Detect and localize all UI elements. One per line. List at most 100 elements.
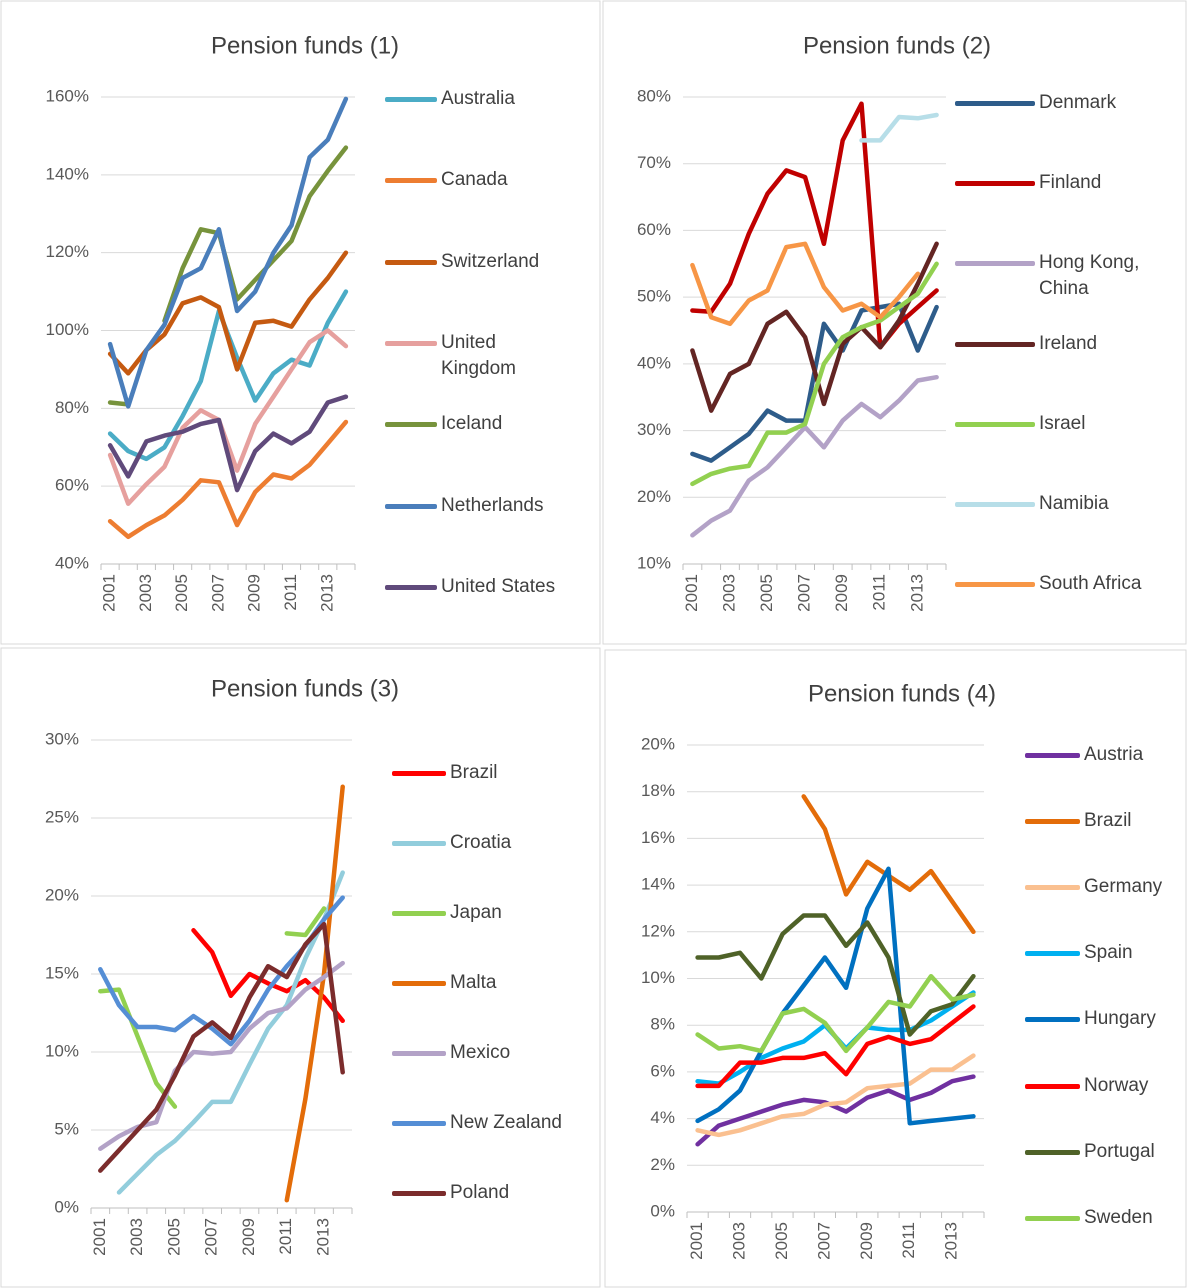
y-tick-label: 0% <box>650 1201 675 1220</box>
legend-swatch <box>392 1121 446 1126</box>
legend-label: Namibia <box>1039 493 1109 514</box>
legend-swatch <box>955 341 1035 347</box>
panel-border <box>602 0 1187 645</box>
chart-title: Pension funds (3) <box>211 675 399 702</box>
series-line <box>98 921 345 1173</box>
legend-label: Ireland <box>1039 332 1098 354</box>
x-tick-label: 2009 <box>832 574 851 612</box>
series-line <box>695 1053 976 1138</box>
y-tick-label: 80% <box>637 86 671 105</box>
y-tick-label: 18% <box>641 781 675 800</box>
series-line <box>690 241 939 413</box>
x-tick-label: 2013 <box>942 1222 961 1260</box>
legend-label: Sweden <box>1084 1206 1153 1228</box>
x-tick-label: 2003 <box>136 574 155 612</box>
x-tick-label: 2011 <box>276 1218 295 1255</box>
y-tick-label: 50% <box>637 287 671 306</box>
legend-swatch <box>1025 1017 1080 1023</box>
series-line <box>695 913 976 1037</box>
x-tick-label: 2001 <box>90 1218 109 1256</box>
x-tick-label: 2009 <box>857 1222 876 1260</box>
legend-label: Mexico <box>450 1042 511 1063</box>
series-line <box>107 96 349 409</box>
legend-label: Denmark <box>1039 92 1117 113</box>
y-tick-label: 25% <box>45 807 79 826</box>
y-tick-label: 14% <box>641 875 675 894</box>
x-tick-label: 2013 <box>317 574 336 612</box>
legend-label: Finland <box>1039 172 1102 194</box>
y-tick-label: 120% <box>46 242 89 261</box>
x-tick-label: 2013 <box>907 574 926 612</box>
series-line <box>107 394 349 493</box>
chart-title: Pension funds (2) <box>803 32 991 59</box>
y-tick-label: 20% <box>45 885 79 904</box>
y-tick-label: 20% <box>641 734 675 753</box>
legend-swatch <box>1025 885 1080 891</box>
legend-label: Portugal <box>1084 1140 1155 1162</box>
legend-label: Spain <box>1084 942 1133 964</box>
legend-label: United Kingdom <box>441 331 516 379</box>
y-tick-label: 160% <box>46 86 89 105</box>
series-line <box>690 241 921 327</box>
legend-swatch <box>385 422 437 428</box>
y-tick-label: 30% <box>637 420 671 439</box>
legend-label: Norway <box>1084 1074 1149 1096</box>
series-line <box>695 866 976 1126</box>
legend-label: Hungary <box>1084 1008 1156 1030</box>
x-tick-label: 2007 <box>202 1218 221 1256</box>
legend-label: Germany <box>1084 876 1163 898</box>
legend-swatch <box>385 259 437 265</box>
y-tick-label: 10% <box>641 968 675 987</box>
series-line <box>695 1074 976 1147</box>
legend-label: Canada <box>441 169 508 191</box>
series-line <box>690 261 939 487</box>
legend-label: Australia <box>441 88 515 109</box>
legend-label: Japan <box>450 902 502 923</box>
series-line <box>107 419 349 540</box>
panel-border <box>604 649 1187 1288</box>
legend-swatch <box>385 178 437 184</box>
x-tick-label: 2011 <box>870 574 889 611</box>
y-tick-label: 10% <box>45 1041 79 1060</box>
y-tick-label: 40% <box>55 553 89 572</box>
y-tick-label: 5% <box>54 1119 79 1138</box>
legend-swatch <box>385 97 437 102</box>
legend-swatch <box>955 582 1035 588</box>
legend-label: South Africa <box>1039 573 1142 595</box>
series-line <box>695 1004 976 1089</box>
y-tick-label: 2% <box>650 1155 675 1174</box>
series-line <box>859 112 939 143</box>
legend-swatch <box>392 771 446 776</box>
x-tick-label: 2003 <box>719 574 738 612</box>
x-tick-label: 2003 <box>127 1218 146 1256</box>
y-tick-label: 140% <box>46 164 89 183</box>
y-tick-label: 6% <box>650 1061 675 1080</box>
y-tick-label: 12% <box>641 921 675 940</box>
series-line <box>191 928 345 1024</box>
legend-swatch <box>392 911 446 916</box>
legend-swatch <box>955 181 1035 187</box>
x-tick-label: 2001 <box>687 1222 706 1260</box>
legend-swatch <box>955 502 1035 507</box>
x-tick-label: 2007 <box>814 1222 833 1260</box>
legend-label: Brazil <box>450 762 498 783</box>
x-tick-label: 2005 <box>757 574 776 612</box>
legend-label: Austria <box>1084 744 1144 765</box>
x-tick-label: 2009 <box>239 1218 258 1256</box>
legend-swatch <box>385 340 437 346</box>
legend-label: Croatia <box>450 832 512 853</box>
legend-swatch <box>955 101 1035 106</box>
legend-swatch <box>955 261 1035 267</box>
y-tick-label: 10% <box>637 553 671 572</box>
legend-swatch <box>1025 819 1080 825</box>
y-tick-label: 60% <box>637 220 671 239</box>
legend-label: Hong Kong, China <box>1039 252 1140 300</box>
legend-swatch <box>385 503 437 509</box>
y-tick-label: 70% <box>637 153 671 172</box>
series-line <box>801 794 976 935</box>
chart-title: Pension funds (4) <box>808 680 996 707</box>
legend-swatch <box>392 1051 446 1056</box>
legend-swatch <box>392 841 446 846</box>
legend-label: Switzerland <box>441 250 540 272</box>
